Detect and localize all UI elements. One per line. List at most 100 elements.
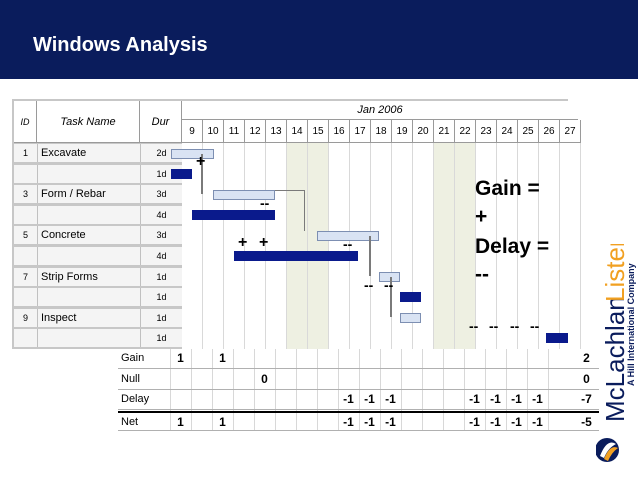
row-duration: 1d <box>140 288 182 307</box>
summary-table: Gain 1 1 2 Null 0 0 Delay -1 -1 -1 -1 -1 -1 -1 -7 Net 1 1 -… <box>118 349 599 431</box>
summary-row-label: Delay <box>121 393 150 405</box>
summary-value: -1 <box>532 392 543 406</box>
planned-bar-inspect <box>400 313 421 323</box>
summary-column <box>548 349 569 431</box>
summary-row-label: Net <box>121 415 139 428</box>
summary-column <box>464 349 485 431</box>
summary-value: -1 <box>532 414 543 429</box>
delay-marker: -- <box>469 318 479 334</box>
day-header: 24 <box>497 120 518 143</box>
summary-column <box>401 349 422 431</box>
delay-legend-symbol: -- <box>475 263 489 286</box>
day-header: 12 <box>245 120 266 143</box>
day-column <box>497 143 518 349</box>
summary-column <box>422 349 443 431</box>
planned-bar-strip-forms <box>379 272 400 282</box>
row-id <box>14 205 37 224</box>
row-task-name: Form / Rebar <box>37 185 140 204</box>
row-duration: 1d <box>140 308 182 327</box>
row-duration: 3d <box>140 226 182 245</box>
row-id <box>14 247 37 265</box>
row-id <box>14 288 37 307</box>
summary-value: 0 <box>261 371 268 386</box>
day-header: 26 <box>539 120 560 143</box>
title-banner: Windows Analysis <box>0 0 638 79</box>
actual-bar-excavate <box>171 169 192 179</box>
summary-value: -1 <box>343 392 354 406</box>
day-header: 14 <box>287 120 308 143</box>
row-duration: 4d <box>140 205 182 224</box>
planned-bar-excavate <box>171 149 214 159</box>
planned-bar-form-rebar <box>213 190 275 200</box>
logo-wordmark-primary: McLachlan <box>600 296 630 422</box>
summary-row: Null 0 0 <box>118 370 599 390</box>
day-column <box>224 143 245 349</box>
day-header: 18 <box>371 120 392 143</box>
day-column <box>392 143 413 349</box>
row-task-name: Concrete <box>37 226 140 245</box>
row-task-name <box>37 164 140 183</box>
summary-column <box>170 349 191 431</box>
gantt-chart: ID Task Name Dur Jan 2006 9 10 11 12 13 14 15 1… <box>12 99 581 349</box>
row-id: 1 <box>14 144 37 162</box>
summary-value: -1 <box>469 392 480 406</box>
month-header: Jan 2006 <box>182 101 578 120</box>
summary-row: Delay -1 -1 -1 -1 -1 -1 -1 -7 <box>118 390 599 410</box>
dependency-link <box>390 277 392 317</box>
summary-value: -1 <box>385 392 396 406</box>
row-id <box>14 329 37 348</box>
summary-column <box>443 349 464 431</box>
summary-value: -1 <box>364 414 375 429</box>
day-header: 17 <box>350 120 371 143</box>
row-task-name <box>37 329 140 348</box>
row-task-name: Excavate <box>37 144 140 162</box>
day-column <box>245 143 266 349</box>
actual-bar-concrete <box>234 251 358 261</box>
summary-column <box>275 349 296 431</box>
actual-bar-strip-forms <box>400 292 421 302</box>
day-column <box>287 143 308 349</box>
day-column <box>518 143 539 349</box>
gain-marker: + <box>196 153 206 170</box>
summary-row-label: Null <box>121 372 140 385</box>
summary-value: 1 <box>219 414 226 429</box>
day-header: 11 <box>224 120 245 143</box>
row-task-name: Strip Forms <box>37 267 140 286</box>
column-header-task-name: Task Name <box>37 101 140 143</box>
summary-total: 2 <box>583 351 590 365</box>
delay-marker: -- <box>489 318 499 334</box>
delay-marker: -- <box>364 277 374 293</box>
day-column <box>413 143 434 349</box>
column-header-id: ID <box>14 101 37 143</box>
summary-row: Net 1 1 -1 -1 -1 -1 -1 -1 -1 -5 <box>118 410 599 431</box>
day-column <box>560 143 581 349</box>
gain-marker: + <box>259 234 269 251</box>
summary-value: -1 <box>469 414 480 429</box>
summary-value: -1 <box>385 414 396 429</box>
summary-row-label: Gain <box>121 352 145 364</box>
summary-column <box>191 349 212 431</box>
actual-bar-inspect <box>546 333 568 343</box>
summary-column <box>212 349 233 431</box>
day-header: 21 <box>434 120 455 143</box>
day-header: 23 <box>476 120 497 143</box>
summary-column <box>506 349 527 431</box>
row-id: 3 <box>14 185 37 204</box>
summary-column <box>317 349 338 431</box>
day-header: 10 <box>203 120 224 143</box>
day-header: 22 <box>455 120 476 143</box>
summary-column <box>527 349 548 431</box>
delay-marker: -- <box>384 277 394 293</box>
day-column <box>455 143 476 349</box>
day-header: 19 <box>392 120 413 143</box>
page-title: Windows Analysis <box>33 34 208 56</box>
row-duration: 4d <box>140 247 182 265</box>
gain-marker: + <box>238 234 248 251</box>
summary-column <box>254 349 275 431</box>
actual-bar-form-rebar <box>192 210 275 220</box>
logo-tagline: A Hill International Company <box>626 263 636 386</box>
delay-legend-label: Delay = <box>475 235 550 258</box>
summary-value: -1 <box>511 392 522 406</box>
summary-total: -5 <box>581 414 592 429</box>
row-id: 7 <box>14 267 37 286</box>
